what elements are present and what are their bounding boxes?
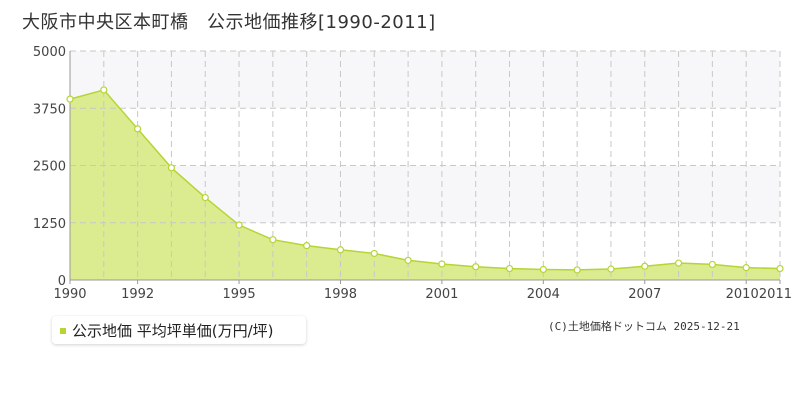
data-point bbox=[472, 263, 480, 271]
data-point bbox=[336, 246, 345, 254]
data-point bbox=[235, 221, 243, 229]
y-tick-label: 0 bbox=[58, 274, 66, 289]
x-tick-label: 2011 bbox=[759, 287, 792, 302]
legend: 公示地価 平均坪単価(万円/坪) bbox=[52, 316, 306, 344]
data-point bbox=[167, 164, 176, 172]
data-point bbox=[539, 265, 547, 274]
data-point bbox=[303, 242, 311, 250]
data-point bbox=[742, 264, 750, 272]
x-tick-label: 1998 bbox=[324, 287, 357, 302]
data-point bbox=[370, 249, 378, 258]
y-tick-label: 1250 bbox=[33, 217, 66, 232]
series-area bbox=[70, 89, 780, 281]
data-point bbox=[134, 125, 142, 133]
chart-title: 大阪市中央区本町橋 公示地価推移[1990-2011] bbox=[22, 12, 436, 33]
x-tick-label: 2010 bbox=[726, 287, 759, 302]
x-tick-label: 1992 bbox=[121, 287, 154, 302]
data-point bbox=[505, 264, 514, 273]
data-point bbox=[438, 260, 446, 268]
x-tick-label: 2004 bbox=[527, 287, 560, 302]
data-point bbox=[573, 266, 581, 274]
x-tick-label: 2007 bbox=[628, 287, 661, 302]
data-point bbox=[201, 193, 209, 202]
y-tick-label: 2500 bbox=[33, 160, 66, 175]
data-point bbox=[708, 260, 716, 269]
data-point bbox=[269, 236, 277, 244]
credit-text: (C)土地価格ドットコム 2025-12-21 bbox=[548, 320, 740, 333]
series-line bbox=[69, 89, 781, 271]
y-tick-label: 5000 bbox=[33, 45, 66, 60]
legend-label: 公示地価 平均坪単価(万円/坪) bbox=[72, 322, 274, 340]
data-point bbox=[641, 262, 649, 270]
data-point bbox=[607, 265, 615, 273]
data-point bbox=[100, 86, 108, 94]
x-tick-label: 2001 bbox=[425, 287, 458, 302]
data-point bbox=[674, 259, 683, 267]
data-point bbox=[404, 256, 412, 264]
data-point bbox=[66, 95, 74, 103]
data-point bbox=[776, 264, 784, 273]
grid-band bbox=[70, 51, 780, 109]
legend-swatch-icon bbox=[60, 328, 66, 334]
x-tick-label: 1995 bbox=[223, 287, 256, 302]
x-tick-label: 1990 bbox=[53, 287, 86, 302]
y-tick-label: 3750 bbox=[33, 102, 66, 117]
